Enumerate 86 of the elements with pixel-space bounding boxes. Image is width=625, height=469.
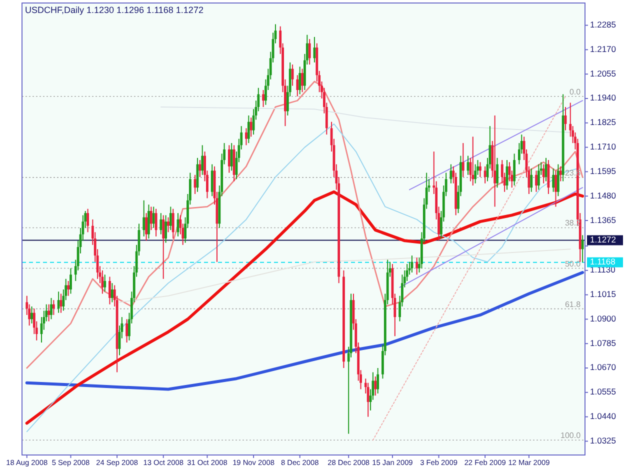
candlestick xyxy=(228,144,230,174)
candlestick xyxy=(308,38,311,66)
candlestick xyxy=(366,382,370,418)
candlestick xyxy=(167,216,170,233)
candlestick xyxy=(198,160,202,178)
y-tick-label: 1.1480 xyxy=(590,190,616,200)
ref-line-label: 1.1272 xyxy=(590,234,616,244)
candlestick xyxy=(552,168,555,192)
candlestick xyxy=(126,318,128,344)
annotation: 50.0 xyxy=(564,259,582,268)
line-series xyxy=(160,106,571,133)
candlestick xyxy=(535,170,538,192)
candlestick xyxy=(101,270,104,294)
candlestick xyxy=(86,208,90,233)
y-tick-label: 1.2055 xyxy=(590,68,616,78)
line-series xyxy=(26,123,578,432)
candlestick xyxy=(581,234,584,263)
candlestick xyxy=(247,114,250,144)
candlestick xyxy=(537,164,540,190)
y-tick-label: 1.0325 xyxy=(590,435,616,446)
y-tick-label: 1.0785 xyxy=(590,338,616,348)
candlestick xyxy=(556,164,560,197)
candlestick xyxy=(164,214,167,244)
candlestick xyxy=(152,206,155,228)
candlestick xyxy=(484,166,486,184)
candlestick xyxy=(462,142,464,178)
y-tick-label: 1.2170 xyxy=(590,44,616,54)
candlestick xyxy=(210,164,214,197)
candlestick xyxy=(479,162,482,178)
candlestick xyxy=(298,66,302,95)
line-series xyxy=(25,271,584,391)
candlestick xyxy=(160,212,162,235)
candlestick xyxy=(513,153,516,186)
line-series xyxy=(25,190,584,425)
candlestick xyxy=(376,367,380,394)
candlestick xyxy=(301,68,304,93)
candlestick xyxy=(554,170,557,208)
candlestick xyxy=(67,280,70,296)
candlestick xyxy=(150,206,152,231)
candlestick xyxy=(530,168,533,192)
y-tick-label: 1.1710 xyxy=(590,142,616,152)
ref-line-label: 1.1168 xyxy=(590,256,616,267)
y-tick-label: 1.2285 xyxy=(590,20,616,30)
candlestick xyxy=(57,291,60,314)
y-tick-label: 1.0440 xyxy=(590,411,616,422)
candlestick xyxy=(374,376,377,396)
annotation: 0.0 xyxy=(569,87,582,96)
candlestick xyxy=(542,164,545,184)
y-tick-label: 1.1015 xyxy=(590,289,616,300)
y-tick-label: 1.0555 xyxy=(590,386,616,397)
candlestick xyxy=(172,208,174,240)
candlestick xyxy=(245,128,248,146)
candlestick xyxy=(296,74,299,97)
annotation: 100.0 xyxy=(560,431,582,440)
candlestick xyxy=(110,282,114,303)
candlestick xyxy=(104,274,106,292)
candlestick xyxy=(559,166,562,182)
candlestick xyxy=(230,142,233,172)
candlestick xyxy=(108,276,111,305)
candlestick xyxy=(70,268,72,294)
annotation: 61.8 xyxy=(564,300,582,309)
candlestick xyxy=(496,157,498,188)
candlestick xyxy=(474,164,477,184)
candlestick xyxy=(472,136,474,186)
candlestick xyxy=(416,257,418,276)
candlestick xyxy=(30,306,33,324)
candlestick xyxy=(201,144,204,176)
y-tick-label: 1.1825 xyxy=(590,117,616,128)
candlestick xyxy=(145,212,148,242)
candlestick xyxy=(142,200,146,237)
candlestick xyxy=(547,160,550,194)
candlestick xyxy=(169,206,172,231)
y-tick-label: 1.0900 xyxy=(590,313,616,324)
chart-title: USDCHF,Daily 1.1230 1.1296 1.1168 1.1272 xyxy=(25,5,204,15)
candlestick xyxy=(250,117,252,138)
y-tick-label: 1.1365 xyxy=(590,214,616,225)
candlestick xyxy=(494,114,496,208)
y-tick-label: 1.0670 xyxy=(590,362,616,372)
candlestick xyxy=(52,300,55,316)
y-tick-label: 1.1595 xyxy=(590,166,616,176)
candlestick xyxy=(162,214,165,280)
candlestick xyxy=(148,204,150,240)
candlestick xyxy=(262,90,264,108)
candlestick xyxy=(48,304,50,322)
candlestick xyxy=(50,297,52,320)
y-tick-label: 1.1940 xyxy=(590,92,616,103)
